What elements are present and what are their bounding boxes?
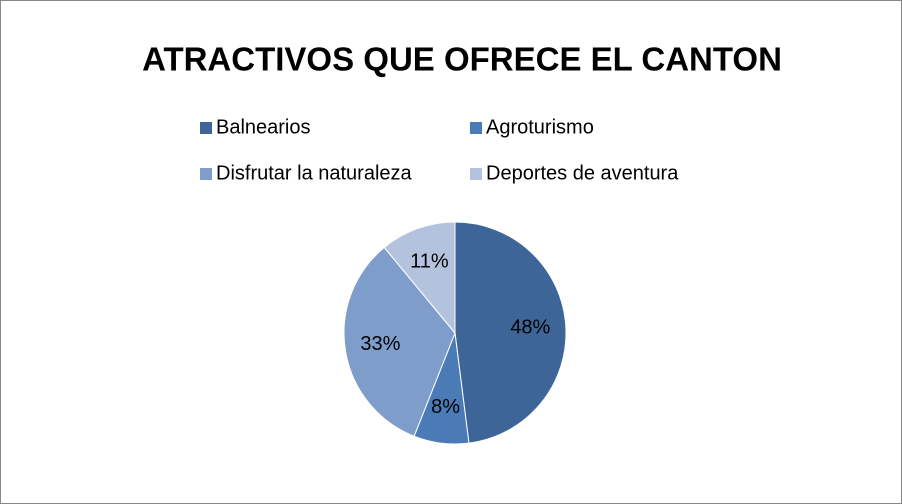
- legend-swatch: [470, 122, 482, 134]
- legend-label: Balnearios: [216, 116, 311, 138]
- data-label: 48%: [510, 317, 550, 339]
- pie-slice: [383, 221, 456, 335]
- chart-title: ATRACTIVOS QUE OFRECE EL CANTON: [142, 41, 782, 78]
- pie-slice: [454, 221, 567, 444]
- data-label: 11%: [410, 250, 449, 272]
- data-label: 33%: [360, 333, 400, 355]
- pie-slice: [343, 246, 456, 437]
- legend-label: Agroturismo: [486, 116, 594, 138]
- legend-label: Deportes de aventura: [486, 162, 679, 184]
- legend-swatch: [470, 168, 482, 180]
- data-label: 8%: [431, 396, 460, 418]
- legend-swatch: [200, 168, 212, 180]
- legend-label: Disfrutar la naturaleza: [216, 162, 413, 184]
- legend-swatch: [200, 122, 212, 134]
